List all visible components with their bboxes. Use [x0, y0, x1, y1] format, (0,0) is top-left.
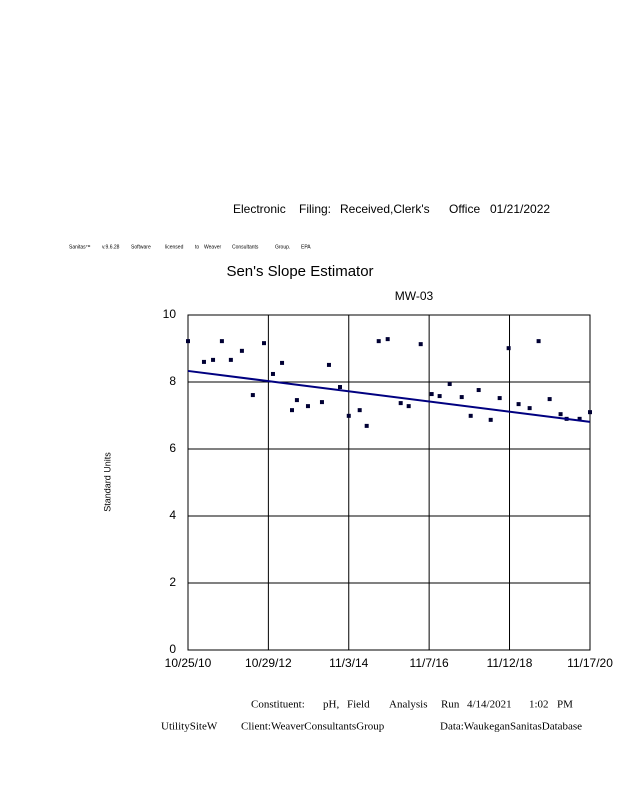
filing-text: 01/21/2022 — [490, 202, 550, 216]
data-point — [468, 413, 473, 418]
line1-text: Constituent: — [251, 699, 305, 711]
license-text: Group. — [275, 244, 290, 250]
line1-text: PM — [557, 699, 573, 711]
line1-text: Field — [347, 699, 370, 711]
y-tick-label: 8 — [169, 374, 176, 388]
data-point — [376, 339, 381, 344]
line2-text: Client:WeaverConsultantsGroup — [241, 721, 385, 733]
data-point — [219, 339, 224, 344]
line1-text: Run — [441, 699, 460, 711]
filing-text: Received,Clerk's — [340, 202, 430, 216]
data-point — [250, 393, 255, 398]
license-text: Consultants — [232, 244, 259, 250]
x-tick-label: 10/29/12 — [245, 656, 292, 670]
data-point — [406, 404, 411, 409]
data-point — [262, 341, 267, 346]
data-point — [536, 339, 541, 344]
filing-text: Filing: — [299, 202, 331, 216]
data-point — [305, 404, 310, 409]
data-point — [476, 388, 481, 393]
filing-text: Office — [449, 202, 480, 216]
data-point — [577, 416, 582, 421]
data-point — [186, 339, 190, 344]
data-point — [289, 408, 294, 413]
data-point — [398, 401, 403, 406]
data-point — [488, 417, 493, 422]
data-point — [211, 357, 216, 362]
data-point — [270, 371, 275, 376]
data-point — [364, 423, 369, 428]
x-tick-label: 11/7/16 — [410, 656, 449, 670]
line2-text: UtilitySiteW — [161, 721, 218, 733]
data-point — [319, 400, 324, 405]
plot-frame — [187, 314, 591, 651]
data-point — [294, 398, 299, 403]
data-point — [418, 342, 423, 347]
chart-subtitle: MW-03 — [395, 289, 434, 303]
license-text: v.9.6.28 — [102, 244, 120, 250]
data-point — [385, 337, 390, 342]
y-tick-label: 2 — [169, 575, 176, 589]
data-point — [516, 402, 521, 407]
data-point — [447, 382, 452, 387]
x-tick-label: 11/17/20 — [567, 656, 613, 670]
data-point — [506, 346, 511, 351]
data-point — [497, 396, 502, 401]
data-point — [346, 413, 351, 418]
data-point — [338, 385, 343, 390]
y-tick-label: 6 — [169, 441, 176, 455]
data-point — [588, 410, 592, 415]
license-text: Software — [131, 244, 151, 250]
y-tick-label: 4 — [169, 508, 176, 522]
x-tick-label: 10/25/10 — [165, 656, 212, 670]
data-point — [429, 392, 434, 397]
line1-text: Analysis — [389, 699, 428, 711]
data-point — [228, 357, 233, 362]
license-text: to — [195, 244, 199, 250]
x-tick-label: 11/12/18 — [487, 656, 533, 670]
trend-line — [187, 369, 591, 423]
line2-text: Data:WaukeganSanitasDatabase — [440, 721, 582, 733]
data-point — [280, 360, 285, 365]
y-tick-label: 0 — [169, 642, 176, 656]
data-point — [201, 359, 206, 364]
line1-text: 4/14/2021 — [467, 699, 512, 711]
y-tick-label: 10 — [163, 307, 177, 321]
license-text: licensed — [165, 244, 184, 250]
license-text: Sanitas™ — [69, 244, 91, 250]
data-point — [558, 412, 563, 417]
y-axis-label: Standard Units — [102, 452, 112, 512]
data-point — [459, 395, 464, 400]
chart-title: Sen's Slope Estimator — [226, 263, 373, 280]
data-point — [547, 397, 552, 402]
line1-text: 1:02 — [529, 699, 549, 711]
data-point — [527, 406, 532, 411]
x-tick-label: 11/3/14 — [329, 656, 368, 670]
filing-text: Electronic — [233, 202, 286, 216]
data-point — [357, 408, 362, 413]
line1-text: pH, — [323, 699, 339, 711]
data-point — [437, 394, 442, 399]
license-text: Weaver — [204, 244, 221, 250]
data-point — [326, 362, 331, 367]
data-point — [239, 348, 244, 353]
license-text: EPA — [301, 244, 311, 250]
